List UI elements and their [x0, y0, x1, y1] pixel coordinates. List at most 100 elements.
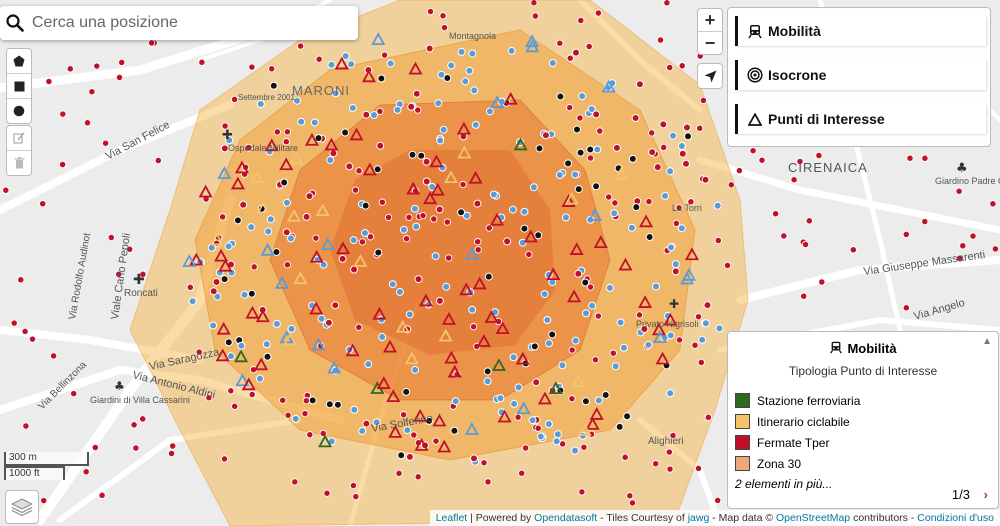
poi-marker[interactable]: [632, 203, 641, 212]
poi-marker[interactable]: [329, 149, 338, 158]
point-of-interest-marker[interactable]: [361, 69, 376, 83]
point-of-interest-marker[interactable]: [182, 254, 197, 267]
point-of-interest-marker[interactable]: [315, 203, 330, 217]
point-of-interest-marker[interactable]: [601, 79, 616, 93]
poi-marker[interactable]: [558, 361, 567, 370]
poi-marker[interactable]: [615, 422, 624, 431]
point-of-interest-marker[interactable]: [618, 257, 633, 271]
point-of-interest-marker[interactable]: [537, 391, 552, 405]
point-of-interest-marker[interactable]: [336, 241, 351, 255]
poi-marker[interactable]: [386, 59, 395, 68]
draw-rectangle-button[interactable]: [7, 74, 31, 99]
poi-marker[interactable]: [535, 144, 544, 153]
poi-marker[interactable]: [213, 292, 222, 301]
bus-stop-marker[interactable]: [21, 327, 29, 336]
poi-marker[interactable]: [509, 353, 518, 362]
poi-marker[interactable]: [682, 159, 690, 168]
poi-marker[interactable]: [224, 242, 233, 251]
poi-marker[interactable]: [572, 48, 580, 57]
bus-stop-marker[interactable]: [169, 442, 177, 450]
poi-marker[interactable]: [605, 283, 614, 292]
poi-marker[interactable]: [349, 236, 358, 245]
bus-stop-marker[interactable]: [704, 413, 713, 421]
search-bar[interactable]: [0, 6, 358, 40]
point-of-interest-marker[interactable]: [345, 343, 360, 357]
poi-marker[interactable]: [594, 396, 603, 405]
point-of-interest-marker[interactable]: [430, 182, 445, 196]
bus-stop-marker[interactable]: [218, 213, 227, 221]
point-of-interest-marker[interactable]: [372, 306, 387, 320]
poi-marker[interactable]: [703, 301, 712, 310]
poi-marker[interactable]: [237, 341, 246, 350]
bus-stop-marker[interactable]: [82, 468, 90, 476]
poi-marker[interactable]: [548, 330, 557, 339]
point-of-interest-marker[interactable]: [447, 364, 462, 378]
bus-stop-marker[interactable]: [609, 349, 617, 357]
poi-marker[interactable]: [701, 175, 710, 184]
point-of-interest-marker[interactable]: [279, 157, 294, 171]
poi-marker[interactable]: [240, 290, 249, 299]
poi-marker[interactable]: [399, 225, 408, 234]
poi-marker[interactable]: [302, 212, 311, 221]
bus-stop-marker[interactable]: [439, 12, 447, 20]
point-of-interest-marker[interactable]: [215, 348, 230, 362]
bus-stop-marker[interactable]: [991, 245, 1000, 253]
bus-stop-marker[interactable]: [405, 213, 413, 221]
poi-marker[interactable]: [616, 318, 625, 327]
bus-stop-marker[interactable]: [358, 238, 367, 246]
poi-marker[interactable]: [574, 269, 583, 278]
poi-marker[interactable]: [683, 123, 691, 132]
bus-stop-marker[interactable]: [594, 9, 603, 17]
point-of-interest-marker[interactable]: [309, 301, 324, 315]
bus-stop-marker[interactable]: [376, 107, 384, 115]
bus-stop-marker[interactable]: [714, 496, 722, 505]
poi-marker[interactable]: [212, 278, 221, 286]
point-of-interest-marker[interactable]: [334, 56, 349, 70]
bus-stop-marker[interactable]: [282, 138, 290, 146]
bus-stop-marker[interactable]: [749, 147, 757, 155]
poi-marker[interactable]: [434, 99, 443, 108]
bus-stop-marker[interactable]: [530, 0, 538, 7]
poi-marker[interactable]: [578, 92, 587, 101]
poi-marker[interactable]: [518, 238, 527, 247]
poi-marker[interactable]: [671, 260, 680, 269]
poi-marker[interactable]: [347, 60, 356, 69]
bus-stop-marker[interactable]: [402, 235, 411, 243]
bus-stop-marker[interactable]: [474, 246, 482, 254]
poi-marker[interactable]: [666, 331, 675, 340]
poi-marker[interactable]: [403, 426, 412, 435]
legend-more-link[interactable]: 2 elementi in più...: [735, 477, 833, 491]
poi-marker[interactable]: [661, 191, 670, 200]
bus-stop-marker[interactable]: [440, 23, 449, 32]
point-of-interest-marker[interactable]: [680, 271, 695, 285]
bus-stop-marker[interactable]: [186, 283, 194, 291]
poi-marker[interactable]: [582, 309, 590, 318]
poi-marker[interactable]: [628, 154, 637, 163]
poi-marker[interactable]: [528, 416, 537, 425]
poi-marker[interactable]: [333, 400, 342, 409]
poi-marker[interactable]: [457, 208, 466, 217]
bus-stop-marker[interactable]: [921, 217, 929, 226]
bus-stop-marker[interactable]: [414, 106, 422, 114]
bus-stop-marker[interactable]: [518, 469, 526, 477]
bus-stop-marker[interactable]: [98, 491, 106, 499]
poi-marker[interactable]: [341, 128, 350, 137]
poi-marker[interactable]: [508, 205, 517, 214]
bus-stop-marker[interactable]: [568, 395, 576, 403]
bus-stop-marker[interactable]: [248, 63, 256, 71]
bus-stop-marker[interactable]: [801, 240, 810, 249]
point-of-interest-marker[interactable]: [324, 137, 339, 151]
bus-stop-marker[interactable]: [815, 151, 823, 160]
poi-marker[interactable]: [283, 198, 291, 207]
poi-marker[interactable]: [325, 400, 334, 409]
point-of-interest-marker[interactable]: [577, 423, 592, 436]
poi-marker[interactable]: [331, 301, 340, 310]
bus-stop-marker[interactable]: [955, 254, 964, 262]
poi-marker[interactable]: [331, 89, 340, 98]
bus-stop-marker[interactable]: [45, 77, 53, 86]
bus-stop-marker[interactable]: [648, 129, 656, 137]
point-of-interest-marker[interactable]: [464, 422, 479, 435]
point-of-interest-marker[interactable]: [432, 413, 447, 427]
poi-marker[interactable]: [348, 103, 357, 112]
point-of-interest-marker[interactable]: [353, 253, 368, 267]
